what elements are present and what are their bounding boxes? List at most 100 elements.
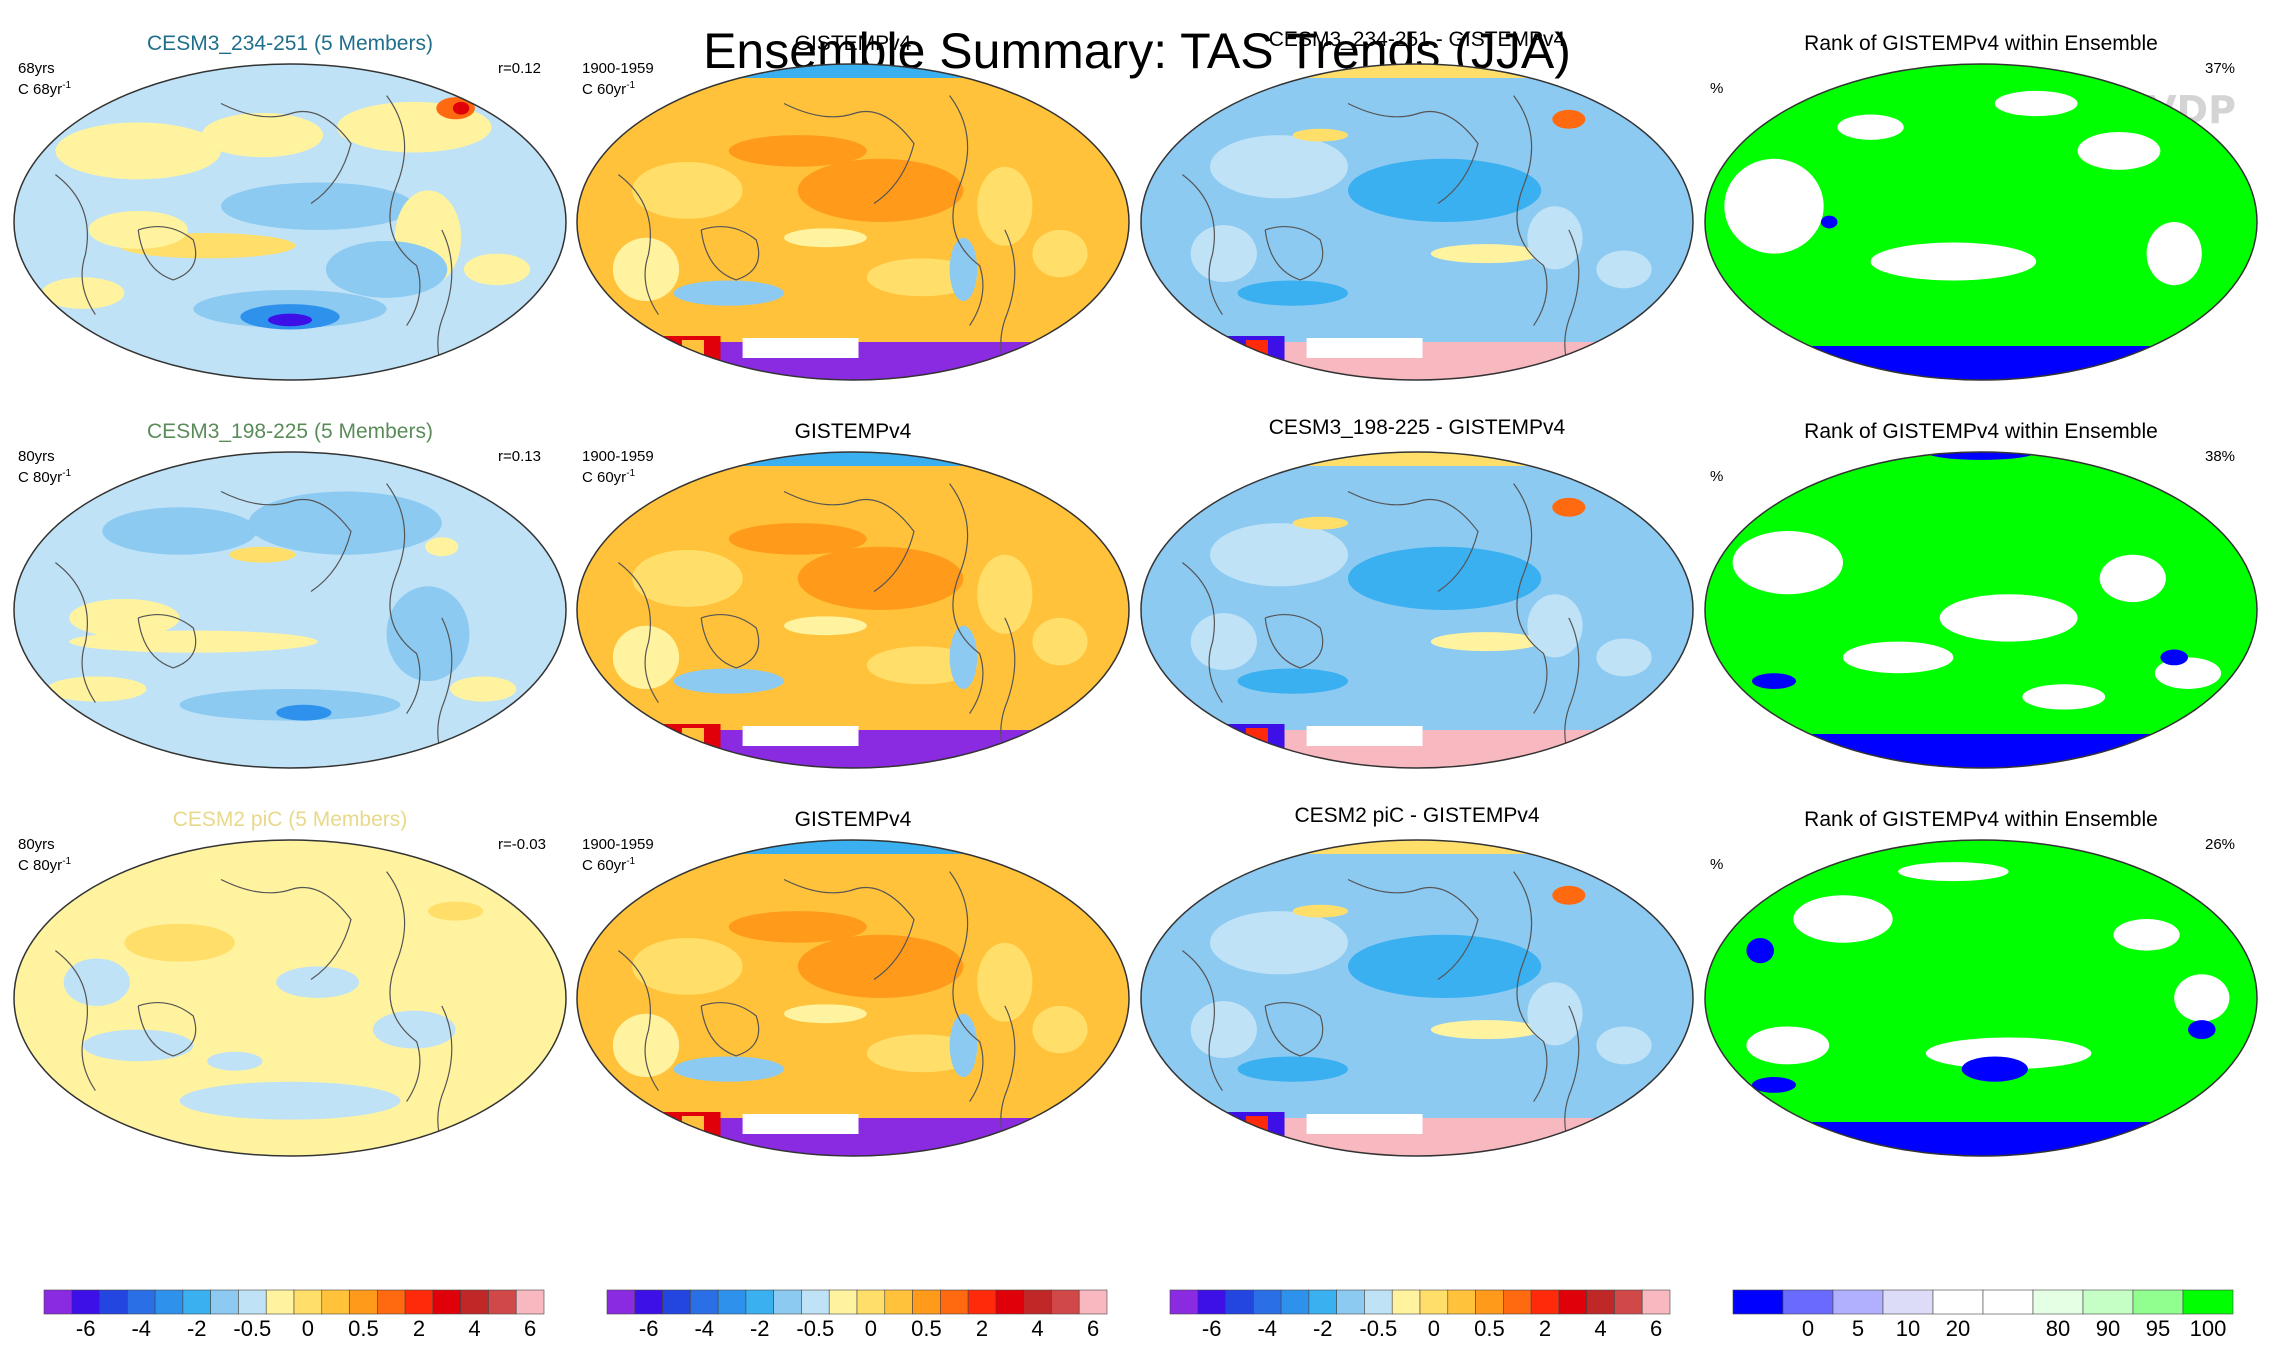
map-outline [1140,63,1694,381]
ensemble-units: C 80yr-1 [18,856,72,874]
coastline [700,226,760,281]
colorbar-tick-label: -4 [694,1316,714,1341]
colorbar-swatch [1253,1289,1282,1315]
field-region [1552,109,1586,129]
observed-period: 1900-1959 [582,836,654,853]
coastline [137,226,197,281]
field-region [1190,225,1257,283]
field-background [577,64,1129,380]
colorbar-swatch [1364,1289,1393,1315]
field-region [977,554,1033,634]
colorbar-swatch [1586,1289,1615,1315]
field-region [632,549,743,607]
field-background [577,840,1129,1156]
colorbar-tick-label: -4 [131,1316,151,1341]
field-region [632,161,743,219]
antarctic-core [681,1116,704,1134]
field-region [784,1004,867,1024]
colorbar-swatch [1336,1289,1365,1315]
field-region [673,1056,784,1082]
colorbar-swatch [1982,1289,2034,1315]
field-region [325,240,448,298]
map-outline [576,451,1130,769]
colorbar-swatch [404,1289,434,1315]
low-rank-region [2160,649,2188,666]
difference-panel-title: CESM3_198-225 - GISTEMPv4 [1268,416,1566,439]
colorbar-swatch [690,1289,719,1315]
ensemble-years: 68yrs [18,60,55,77]
arctic-band [577,452,1129,466]
colorbar-tick-label: -4 [1257,1316,1277,1341]
map-outline [13,451,567,769]
colorbar-tick-label: -0.5 [1359,1316,1398,1341]
colorbar-tick-label: -2 [749,1316,770,1341]
colorbar-tick-label: 5 [1851,1316,1865,1341]
mid-rank-region [2099,554,2166,603]
colorbar-swatch [1051,1289,1080,1315]
observed-trend-map [577,452,1129,768]
field-region [428,901,484,921]
coastline [1182,950,1223,1091]
field-background [577,452,1129,768]
field-region [866,1034,978,1073]
field-region [977,166,1033,246]
ensemble-units: C 80yr-1 [18,468,72,486]
colorbar-swatch [210,1289,239,1315]
antarctic-core [1245,340,1268,358]
observed-panel-title: GISTEMPv4 [794,808,912,831]
field-region [1552,885,1586,905]
coastline [783,102,915,204]
map-outline [13,63,567,381]
colorbar-swatch [321,1289,350,1315]
colorbar-swatch [884,1289,913,1315]
field-region [1430,1020,1542,1040]
colorbar-swatch [377,1289,406,1315]
mid-rank-region [1732,531,1844,595]
field-region [201,112,324,158]
coastline [1347,490,1479,592]
field-region [1430,632,1542,652]
colorbar-swatch [460,1289,489,1315]
colorbar-swatch [1447,1289,1476,1315]
mid-rank-region [1746,1026,1830,1065]
colorbar-swatch [1078,1289,1108,1315]
colorbar-swatch [912,1289,941,1315]
mid-rank-region [1939,594,2078,642]
field-region [612,1013,680,1077]
colorbar-tick-label: 4 [1031,1316,1044,1341]
map-outline [576,63,1130,381]
mid-rank-region [2022,684,2106,710]
coastline [1182,174,1223,315]
low-rank-band [1705,346,2257,380]
colorbar-swatch [1614,1289,1643,1315]
colorbar-swatch [1023,1289,1052,1315]
mid-rank-region [2077,131,2161,170]
colorbar-tick-label: -6 [638,1316,659,1341]
coastline [386,483,421,714]
colorbar-tick-label: 95 [2145,1316,2171,1341]
field-region [1348,546,1542,611]
map-outline [1140,451,1694,769]
observed-panel-title: GISTEMPv4 [794,32,912,55]
ensemble-correlation: r=0.13 [498,448,541,465]
colorbar-tick-label: 4 [1594,1316,1607,1341]
field-region [1552,497,1586,517]
antarctic-core [1245,728,1268,746]
observed-units: C 60yr-1 [582,856,636,874]
coastline [220,878,352,980]
antarctic-core [681,340,704,358]
low-rank-region [1746,937,1774,964]
colorbar-swatch [2032,1289,2084,1315]
field-region [1292,128,1348,142]
field-region [1237,280,1349,306]
colorbar-swatch [1932,1289,1984,1315]
colorbar-swatch [745,1289,774,1315]
coastline [1513,871,1548,1102]
field-region [47,676,147,702]
field-region [728,135,867,167]
field-region [267,313,313,327]
ensemble-years: 80yrs [18,836,55,853]
colorbar-swatch [634,1289,663,1315]
coastline [1182,562,1223,703]
